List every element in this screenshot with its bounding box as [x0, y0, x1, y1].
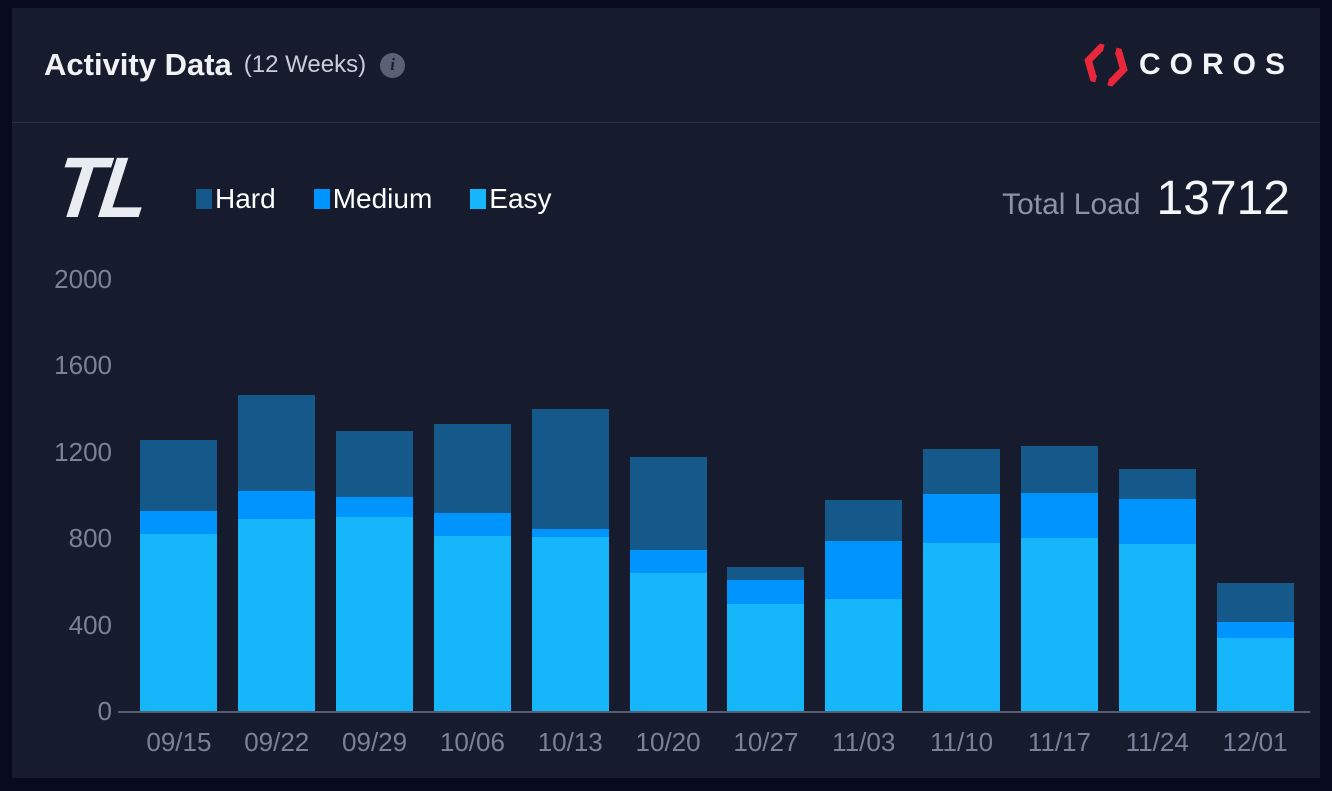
chart-section: TL Hard Medium Easy Total Load 13712 0 400 8…	[12, 123, 1320, 777]
metric-abbr-tl: TL	[49, 140, 153, 236]
page-subtitle: (12 Weeks)	[243, 51, 367, 78]
bar-segment-easy[interactable]	[629, 572, 707, 711]
bar-segment-medium[interactable]	[140, 511, 218, 534]
x-axis-label: 10/20	[635, 727, 701, 757]
bar-segment-easy[interactable]	[238, 518, 316, 711]
x-axis-label: 10/13	[537, 727, 603, 757]
bar-column	[140, 439, 218, 711]
x-axis-label: 11/24	[1125, 727, 1189, 757]
page-title: Activity Data	[44, 47, 232, 82]
bar-segment-hard[interactable]	[433, 423, 511, 514]
bar-segment-medium[interactable]	[629, 550, 707, 573]
bar-segment-medium[interactable]	[923, 493, 1001, 543]
bar-segment-hard[interactable]	[531, 408, 609, 529]
bar-segment-easy[interactable]	[727, 604, 805, 711]
x-axis-label: 10/06	[439, 727, 505, 757]
bar-segment-hard[interactable]	[1118, 469, 1196, 500]
bar-segment-hard[interactable]	[923, 448, 1001, 494]
bar-column	[1216, 583, 1294, 711]
chart-legend: Hard Medium Easy	[196, 183, 552, 215]
bar-segment-easy[interactable]	[1216, 638, 1294, 711]
bar-column	[336, 431, 414, 711]
coros-hexagon-icon	[1083, 42, 1129, 88]
bar-column	[629, 457, 707, 711]
bar-column	[825, 500, 903, 711]
bar-column	[1020, 446, 1098, 711]
bar-column	[727, 567, 805, 711]
legend-swatch-hard	[196, 189, 212, 209]
bar-column	[531, 408, 609, 711]
x-axis-line	[118, 711, 1310, 713]
bar-column	[1118, 469, 1196, 711]
plot-area	[130, 279, 1304, 711]
bar-segment-medium[interactable]	[336, 497, 414, 517]
card-header: Activity Data (12 Weeks) i COROS	[12, 8, 1320, 123]
bar-segment-hard[interactable]	[629, 457, 707, 551]
bar-segment-easy[interactable]	[531, 537, 609, 711]
y-axis-label: 400	[68, 609, 112, 640]
legend-swatch-medium	[313, 189, 330, 209]
bar-column	[923, 448, 1001, 711]
legend-label: Medium	[332, 183, 433, 214]
bar-segment-easy[interactable]	[1020, 538, 1098, 711]
bar-segment-hard[interactable]	[1216, 583, 1294, 623]
bar-column	[238, 394, 316, 711]
bar-segment-hard[interactable]	[238, 394, 316, 491]
bar-segment-medium[interactable]	[531, 528, 609, 538]
legend-item-medium[interactable]: Medium	[313, 183, 433, 215]
x-axis-label: 09/22	[244, 727, 310, 757]
bar-segment-easy[interactable]	[433, 536, 511, 711]
bar-segment-hard[interactable]	[727, 567, 805, 581]
bar-segment-medium[interactable]	[238, 490, 316, 519]
y-axis-label: 1200	[54, 436, 112, 467]
bar-column	[433, 423, 511, 711]
bar-segment-medium[interactable]	[727, 580, 805, 605]
total-load-block: Total Load 13712	[1002, 171, 1290, 226]
bar-segment-medium[interactable]	[433, 513, 511, 537]
bar-segment-hard[interactable]	[140, 439, 218, 512]
total-load-label: Total Load	[1002, 188, 1141, 221]
bar-segment-easy[interactable]	[336, 516, 414, 711]
x-axis-label: 11/10	[930, 727, 994, 757]
y-axis-label: 0	[97, 696, 112, 726]
brand-wordmark: COROS	[1138, 48, 1294, 81]
y-axis-label: 800	[68, 523, 112, 554]
legend-label: Easy	[489, 183, 552, 214]
bar-segment-medium[interactable]	[825, 541, 903, 599]
info-icon[interactable]: i	[380, 52, 406, 78]
legend-item-hard[interactable]: Hard	[196, 183, 276, 215]
brand-logo: COROS	[1083, 42, 1294, 88]
y-axis-label: 2000	[54, 264, 112, 294]
bar-segment-easy[interactable]	[923, 542, 1001, 711]
legend-swatch-easy	[470, 189, 487, 209]
x-axis-label: 11/17	[1027, 727, 1091, 757]
legend-item-easy[interactable]: Easy	[470, 183, 552, 215]
bar-segment-hard[interactable]	[336, 431, 414, 498]
x-axis-label: 09/15	[146, 727, 212, 757]
bar-segment-easy[interactable]	[1118, 543, 1196, 711]
x-axis-label: 10/27	[733, 727, 799, 757]
total-load-value: 13712	[1156, 172, 1290, 225]
info-glyph: i	[390, 55, 395, 74]
activity-data-card: Activity Data (12 Weeks) i COROS TL Hard…	[12, 8, 1320, 778]
y-axis-label: 1600	[54, 350, 112, 381]
bar-segment-easy[interactable]	[140, 533, 218, 711]
x-axis-label: 11/03	[832, 727, 896, 757]
bar-segment-medium[interactable]	[1118, 499, 1196, 544]
bar-segment-easy[interactable]	[825, 598, 903, 711]
x-axis-label: 09/29	[342, 727, 408, 757]
legend-label: Hard	[215, 183, 276, 214]
x-axis-label: 12/01	[1222, 727, 1288, 757]
bar-segment-medium[interactable]	[1020, 492, 1098, 539]
bar-segment-hard[interactable]	[825, 500, 903, 542]
bar-segment-hard[interactable]	[1020, 446, 1098, 493]
bar-segment-medium[interactable]	[1216, 622, 1294, 639]
